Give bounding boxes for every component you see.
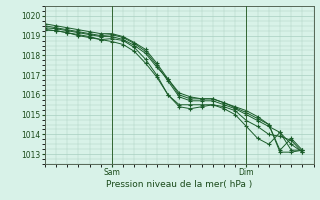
X-axis label: Pression niveau de la mer( hPa ): Pression niveau de la mer( hPa ): [106, 180, 252, 189]
